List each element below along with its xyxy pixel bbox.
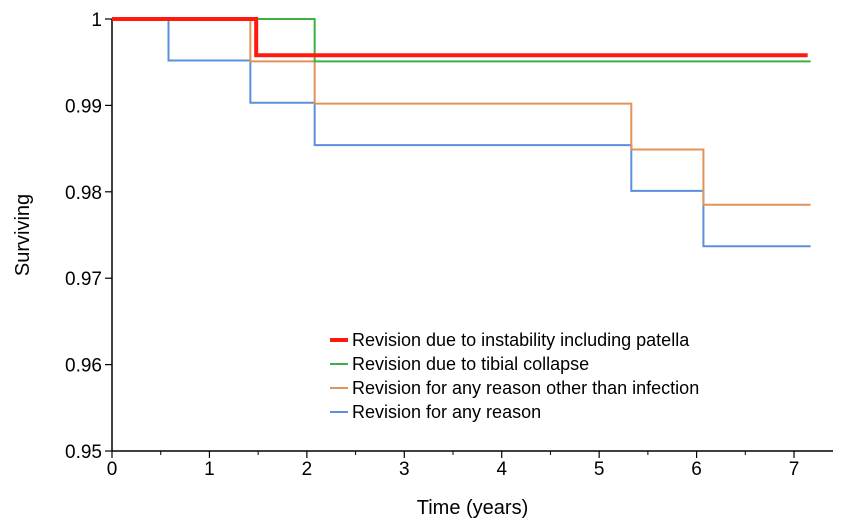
y-axis-title: Surviving xyxy=(12,194,34,276)
series-line-0 xyxy=(112,18,811,248)
x-tick-label: 1 xyxy=(204,459,215,480)
y-tick-label: 1 xyxy=(91,10,102,31)
x-tick-label: 4 xyxy=(496,459,507,480)
y-tick-label: 0.96 xyxy=(65,356,102,377)
legend-entry-label: Revision due to tibial collapse xyxy=(352,354,589,374)
x-tick-label: 7 xyxy=(789,459,800,480)
x-tick-label: 0 xyxy=(107,459,118,480)
x-tick-label: 6 xyxy=(691,459,702,480)
series-line-3 xyxy=(112,17,808,58)
y-tick-label: 0.99 xyxy=(65,96,102,117)
legend-entry-label: Revision due to instability including pa… xyxy=(352,330,690,350)
y-tick-label: 0.98 xyxy=(65,183,102,204)
legend-entry-label: Revision for any reason xyxy=(352,402,541,422)
legend-entry-label: Revision for any reason other than infec… xyxy=(352,378,699,398)
x-tick-label: 5 xyxy=(594,459,605,480)
legend: Revision due to instability including pa… xyxy=(330,330,699,422)
y-tick-label: 0.97 xyxy=(65,269,102,290)
survival-curves xyxy=(112,17,811,248)
axes xyxy=(111,19,833,452)
y-tick-label: 0.95 xyxy=(65,442,102,463)
x-axis-title: Time (years) xyxy=(417,497,528,519)
x-tick-label: 3 xyxy=(399,459,410,480)
y-axis-ticks: 0.95 0.96 0.97 0.98 0.99 1 xyxy=(65,10,112,463)
x-axis-ticks: 0 1 2 3 4 5 6 7 xyxy=(107,451,800,480)
series-line-1 xyxy=(112,18,811,206)
x-tick-label: 2 xyxy=(302,459,313,480)
